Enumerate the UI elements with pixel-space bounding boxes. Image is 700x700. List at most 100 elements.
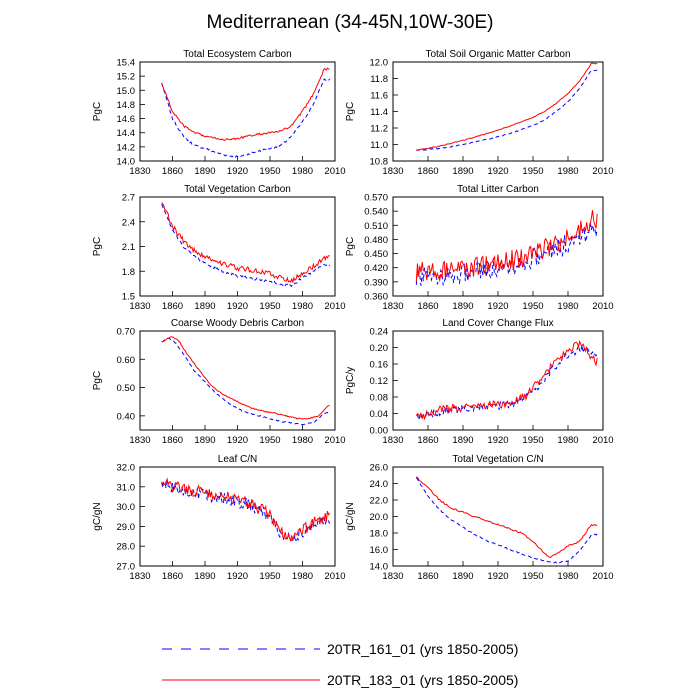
x-tick-label: 1890 bbox=[452, 571, 473, 582]
x-tick-label: 1860 bbox=[417, 435, 438, 446]
x-tick-label: 1920 bbox=[487, 435, 508, 446]
series-line-20TR_183_01 bbox=[161, 67, 330, 142]
y-tick-label: 14.6 bbox=[117, 114, 136, 125]
x-tick-label: 1950 bbox=[259, 571, 280, 582]
y-tick-label: 15.2 bbox=[117, 72, 136, 83]
y-tick-label: 0.04 bbox=[370, 409, 389, 420]
series-line-20TR_161_01 bbox=[416, 69, 598, 151]
y-axis-label: PgC bbox=[92, 237, 103, 256]
series-line-20TR_161_01 bbox=[161, 337, 330, 426]
series-line-20TR_183_01 bbox=[161, 477, 331, 542]
x-tick-label: 2010 bbox=[324, 301, 345, 312]
x-tick-label: 1890 bbox=[194, 435, 215, 446]
y-tick-label: 1.8 bbox=[122, 267, 135, 278]
y-tick-label: 24.0 bbox=[370, 479, 389, 490]
x-tick-label: 1860 bbox=[417, 571, 438, 582]
y-tick-label: 0.540 bbox=[364, 207, 388, 218]
y-tick-label: 0.40 bbox=[117, 411, 136, 422]
x-tick-label: 2010 bbox=[592, 166, 613, 177]
x-tick-label: 1890 bbox=[452, 301, 473, 312]
x-tick-label: 1920 bbox=[487, 301, 508, 312]
x-tick-label: 2010 bbox=[324, 435, 345, 446]
y-tick-label: 15.4 bbox=[117, 58, 136, 69]
x-tick-label: 1860 bbox=[162, 166, 183, 177]
x-tick-label: 1980 bbox=[557, 166, 578, 177]
y-tick-label: 11.8 bbox=[370, 74, 388, 85]
x-tick-label: 1980 bbox=[557, 435, 578, 446]
x-tick-label: 1980 bbox=[292, 571, 313, 582]
y-tick-label: 32.0 bbox=[117, 463, 136, 474]
y-tick-label: 2.4 bbox=[122, 217, 135, 228]
x-tick-label: 1950 bbox=[522, 166, 543, 177]
x-tick-label: 1980 bbox=[557, 571, 578, 582]
plot-frame bbox=[392, 466, 604, 567]
y-tick-label: 1.5 bbox=[122, 292, 135, 303]
y-tick-label: 22.0 bbox=[370, 496, 389, 507]
x-tick-label: 1830 bbox=[382, 571, 403, 582]
x-tick-label: 1920 bbox=[487, 571, 508, 582]
y-axis-label: PgC bbox=[345, 237, 356, 256]
x-tick-label: 1830 bbox=[129, 571, 150, 582]
panel-7: Leaf C/N gC/gN 1830 1860 1890 1920 1950 1980 201… bbox=[92, 454, 346, 582]
y-tick-label: 15.0 bbox=[117, 86, 136, 97]
panel-title: Total Soil Organic Matter Carbon bbox=[425, 49, 570, 60]
y-tick-label: 14.2 bbox=[117, 142, 136, 153]
legend-label-183: 20TR_183_01 (yrs 1850-2005) bbox=[327, 672, 518, 688]
x-tick-label: 1980 bbox=[557, 301, 578, 312]
series-line-20TR_183_01 bbox=[161, 202, 330, 283]
y-tick-label: 11.6 bbox=[370, 91, 388, 102]
series-line-20TR_161_01 bbox=[161, 203, 330, 288]
plot-frame bbox=[139, 466, 336, 567]
panel-1: Total Ecosystem Carbon PgC 1830 1860 1890 192… bbox=[92, 49, 346, 177]
series-line-20TR_161_01 bbox=[415, 477, 598, 564]
x-tick-label: 1890 bbox=[452, 166, 473, 177]
y-tick-label: 0.480 bbox=[364, 235, 388, 246]
panel-title: Leaf C/N bbox=[218, 454, 257, 465]
y-axis-label: PgC bbox=[345, 102, 356, 121]
y-tick-label: 29.0 bbox=[117, 522, 136, 533]
panel-title: Total Vegetation Carbon bbox=[184, 184, 291, 195]
series-line-20TR_183_01 bbox=[415, 339, 598, 421]
x-tick-label: 1950 bbox=[259, 166, 280, 177]
panel-6: Land Cover Change Flux PgC/y 1830 1860 1890 1… bbox=[345, 318, 614, 446]
x-tick-label: 1950 bbox=[522, 301, 543, 312]
plot-frame bbox=[139, 196, 336, 297]
legend: 20TR_161_01 (yrs 1850-2005) 20TR_183_01 … bbox=[162, 641, 518, 688]
y-tick-label: 2.7 bbox=[122, 193, 135, 204]
x-tick-label: 1830 bbox=[382, 166, 403, 177]
x-tick-label: 1980 bbox=[292, 166, 313, 177]
series-line-20TR_183_01 bbox=[161, 336, 330, 420]
y-tick-label: 20.0 bbox=[370, 512, 389, 523]
y-tick-label: 14.8 bbox=[117, 100, 136, 111]
y-tick-label: 28.0 bbox=[117, 542, 136, 553]
plot-frame bbox=[392, 330, 604, 431]
y-tick-label: 10.8 bbox=[370, 157, 389, 168]
x-tick-label: 1950 bbox=[522, 571, 543, 582]
x-tick-label: 1980 bbox=[292, 301, 313, 312]
y-tick-label: 0.360 bbox=[364, 292, 388, 303]
x-tick-label: 2010 bbox=[592, 301, 613, 312]
y-tick-label: 14.0 bbox=[370, 562, 389, 573]
x-tick-label: 1950 bbox=[259, 301, 280, 312]
y-axis-label: gC/gN bbox=[345, 502, 356, 530]
y-tick-label: 0.390 bbox=[364, 277, 388, 288]
y-tick-label: 11.0 bbox=[370, 140, 388, 151]
y-tick-label: 11.2 bbox=[370, 124, 388, 135]
y-tick-label: 0.60 bbox=[117, 355, 136, 366]
x-tick-label: 1860 bbox=[417, 301, 438, 312]
x-tick-label: 1980 bbox=[292, 435, 313, 446]
y-tick-label: 0.70 bbox=[117, 327, 136, 338]
x-tick-label: 2010 bbox=[592, 435, 613, 446]
y-tick-label: 0.420 bbox=[364, 263, 388, 274]
x-tick-label: 1830 bbox=[129, 435, 150, 446]
x-tick-label: 1890 bbox=[194, 301, 215, 312]
y-tick-label: 26.0 bbox=[370, 463, 389, 474]
panel-title: Total Vegetation C/N bbox=[452, 454, 543, 465]
x-tick-label: 1860 bbox=[162, 571, 183, 582]
x-tick-label: 1860 bbox=[162, 435, 183, 446]
panel-title: Total Ecosystem Carbon bbox=[183, 49, 291, 60]
y-tick-label: 0.450 bbox=[364, 249, 388, 260]
x-tick-label: 1920 bbox=[227, 571, 248, 582]
y-tick-label: 2.1 bbox=[122, 242, 135, 253]
